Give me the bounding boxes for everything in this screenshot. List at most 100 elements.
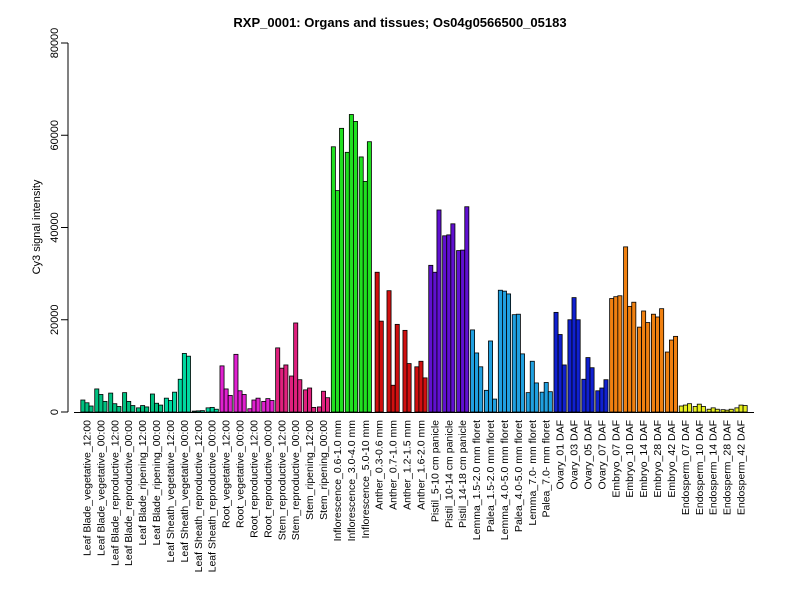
bar <box>432 271 438 413</box>
bar <box>126 400 132 413</box>
x-category-label: Leaf Sheath_reproductive_12:00 <box>193 420 205 573</box>
bar <box>696 403 702 413</box>
bar <box>390 384 396 413</box>
bar <box>561 364 567 413</box>
x-category-label: Lemma_4.0-5.0 mm floret <box>499 420 511 540</box>
bar <box>233 353 239 413</box>
x-category-label: Anther_0.3-0.6 mm <box>374 420 386 510</box>
y-axis: 0 20000 40000 60000 80000 <box>49 28 69 415</box>
bar <box>402 329 408 413</box>
bar <box>595 390 601 413</box>
bar <box>297 379 303 413</box>
bar <box>358 156 364 413</box>
x-category-label: Root_vegetative_00:00 <box>235 420 247 528</box>
bar <box>631 301 637 413</box>
x-category-label: Endosperm_14 DAF <box>708 420 720 515</box>
bar <box>673 335 679 413</box>
x-category-label: Stem_reproductive_12:00 <box>276 420 288 540</box>
bar <box>664 351 670 413</box>
bar <box>163 397 169 413</box>
bar <box>492 398 498 413</box>
bar <box>237 390 243 413</box>
bar <box>547 391 553 413</box>
x-category-label: Ovary_03 DAF <box>569 420 581 489</box>
bar <box>734 407 740 413</box>
bar <box>700 406 706 413</box>
bar <box>529 360 535 413</box>
bar <box>581 378 587 413</box>
y-tick-label: 20000 <box>49 304 61 335</box>
bar <box>172 391 178 413</box>
bar <box>223 388 229 413</box>
bar <box>659 308 665 413</box>
y-tick-label: 60000 <box>49 120 61 151</box>
bar <box>130 405 136 413</box>
bar <box>669 339 674 413</box>
bar <box>213 408 219 413</box>
bar <box>464 206 470 413</box>
bar <box>205 407 211 413</box>
bar <box>450 223 456 413</box>
bar <box>533 382 539 413</box>
x-category-label: Palea_1.5-2.0 mm floret <box>485 420 497 532</box>
bar <box>94 388 100 413</box>
bar <box>742 405 748 413</box>
x-category-label: Pistil_5-10 cm panicle <box>429 420 441 522</box>
bars <box>74 114 754 413</box>
bar <box>199 410 205 413</box>
bar <box>84 402 90 413</box>
bar <box>88 405 94 413</box>
bar <box>386 290 392 413</box>
x-category-label: Lemma_1.5-2.0 mm floret <box>471 420 483 540</box>
bar <box>330 146 336 413</box>
bar <box>181 353 187 413</box>
bar <box>738 404 744 413</box>
bar <box>275 347 281 413</box>
x-category-label: Anther_1.2-1.5 mm <box>402 420 414 510</box>
bar <box>571 297 577 413</box>
bar <box>645 322 651 413</box>
x-category-label: Anther_0.7-1.0 mm <box>388 420 400 510</box>
bar <box>623 246 629 413</box>
bar <box>539 391 545 413</box>
bar <box>191 410 197 413</box>
bar <box>362 180 368 413</box>
bar <box>144 406 150 413</box>
bar <box>714 408 720 413</box>
x-category-label: Palea_4.0-5.0 mm floret <box>513 420 525 532</box>
x-category-label: Endosperm_28 DAF <box>722 420 734 515</box>
bar <box>251 399 257 413</box>
x-axis-labels: Leaf Blade_vegetative_12:00 Leaf Blade_ve… <box>81 420 747 573</box>
bar <box>307 387 313 413</box>
bar <box>102 400 108 413</box>
bar <box>641 310 647 413</box>
x-category-label: Leaf Sheath_vegetative_12:00 <box>165 420 177 563</box>
bar <box>692 406 698 413</box>
bar <box>483 389 489 413</box>
bar <box>394 323 400 413</box>
bar <box>344 151 350 413</box>
bar <box>706 408 712 413</box>
x-category-label: Ovary_01 DAF <box>555 420 567 489</box>
bar <box>227 394 233 413</box>
bar <box>728 408 734 413</box>
x-category-label: Endosperm_10 DAF <box>694 420 706 515</box>
x-category-label: Root_reproductive_00:00 <box>262 420 274 538</box>
x-category-label: Leaf Blade_reproductive_12:00 <box>109 420 121 566</box>
bar <box>589 367 595 413</box>
bar <box>168 400 173 413</box>
y-axis-label: Cy3 signal intensity <box>31 179 43 274</box>
bar <box>122 392 128 413</box>
x-category-label: Inflorescence_5.0-10 mm <box>360 420 372 539</box>
x-category-label: Inflorescence_0.6-1.0 mm <box>332 420 344 542</box>
bar <box>724 409 730 413</box>
bar <box>474 352 480 413</box>
x-category-label: Stem_reproductive_00:00 <box>290 420 302 540</box>
bar <box>406 363 412 413</box>
bar <box>720 409 726 413</box>
bar <box>311 406 317 413</box>
bar <box>585 357 591 413</box>
bar <box>108 392 114 413</box>
bar <box>293 322 299 413</box>
